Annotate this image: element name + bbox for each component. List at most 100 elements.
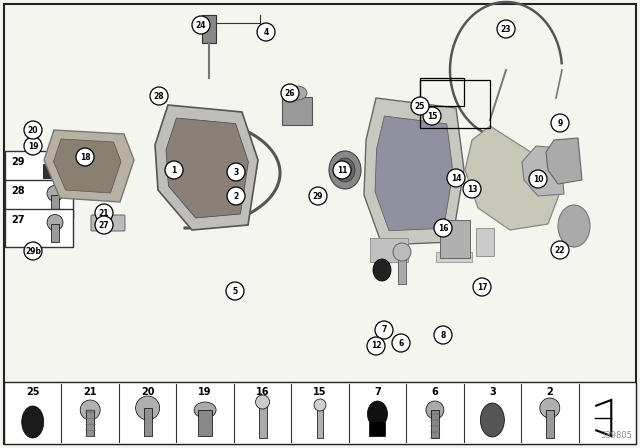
Circle shape (76, 148, 94, 166)
Ellipse shape (481, 403, 504, 437)
Circle shape (434, 219, 452, 237)
Circle shape (375, 321, 393, 339)
Bar (431, 410, 439, 438)
Text: 20: 20 (141, 387, 154, 397)
Bar (259, 402, 266, 438)
Text: 18: 18 (80, 152, 90, 161)
Circle shape (95, 216, 113, 234)
Ellipse shape (558, 205, 590, 247)
Circle shape (150, 87, 168, 105)
Bar (546, 410, 554, 438)
Circle shape (367, 337, 385, 355)
Polygon shape (375, 116, 453, 231)
Circle shape (463, 180, 481, 198)
Circle shape (540, 398, 560, 418)
Polygon shape (546, 138, 582, 184)
Bar (317, 406, 323, 438)
Polygon shape (364, 98, 464, 245)
Polygon shape (465, 126, 560, 230)
Text: 3: 3 (234, 168, 239, 177)
Bar (370, 238, 408, 262)
Bar (202, 15, 216, 43)
Circle shape (95, 204, 113, 222)
Bar (51, 224, 59, 242)
Text: 26: 26 (285, 89, 295, 98)
Ellipse shape (329, 151, 361, 189)
Circle shape (333, 161, 351, 179)
Circle shape (47, 185, 63, 201)
Text: 4: 4 (264, 27, 269, 36)
Text: 7: 7 (374, 387, 381, 397)
Text: 21: 21 (83, 387, 97, 397)
Bar (436, 252, 472, 262)
Polygon shape (54, 139, 121, 193)
Text: 19: 19 (198, 387, 212, 397)
Circle shape (423, 107, 441, 125)
Bar (282, 97, 312, 125)
Circle shape (551, 114, 569, 132)
Text: 5: 5 (232, 287, 237, 296)
Bar (369, 422, 385, 436)
Text: 23: 23 (500, 25, 511, 34)
Text: 15: 15 (313, 387, 327, 397)
Bar (5, 181, 73, 218)
Polygon shape (155, 105, 258, 230)
Circle shape (255, 395, 269, 409)
Circle shape (136, 396, 159, 420)
Text: 28: 28 (11, 186, 24, 196)
Bar (43, 164, 65, 178)
Text: 25: 25 (26, 387, 40, 397)
Text: 29: 29 (313, 191, 323, 201)
Circle shape (411, 97, 429, 115)
FancyBboxPatch shape (91, 215, 125, 231)
Ellipse shape (373, 259, 391, 281)
Circle shape (47, 215, 63, 230)
Circle shape (529, 170, 547, 188)
Ellipse shape (367, 401, 387, 427)
Ellipse shape (287, 86, 307, 100)
Bar (143, 408, 152, 436)
Polygon shape (166, 118, 248, 218)
Circle shape (473, 278, 491, 296)
Bar (198, 410, 212, 436)
Circle shape (257, 23, 275, 41)
Circle shape (551, 241, 569, 259)
Text: 10: 10 (532, 175, 543, 184)
Text: 16: 16 (438, 224, 448, 233)
Text: 6: 6 (431, 387, 438, 397)
Circle shape (80, 400, 100, 420)
Bar (420, 78, 464, 106)
Circle shape (393, 243, 411, 261)
Text: 13: 13 (467, 185, 477, 194)
Text: 24: 24 (196, 21, 206, 30)
Bar (440, 220, 470, 258)
Text: 21: 21 (99, 208, 109, 217)
Polygon shape (44, 130, 134, 202)
Bar (5, 210, 73, 247)
Text: 12: 12 (371, 341, 381, 350)
Bar (4, 382, 636, 444)
Text: 19: 19 (28, 142, 38, 151)
Text: 20: 20 (28, 125, 38, 134)
Text: 8: 8 (440, 331, 445, 340)
Circle shape (226, 282, 244, 300)
Circle shape (227, 163, 245, 181)
Text: 7: 7 (381, 326, 387, 335)
Ellipse shape (335, 158, 355, 182)
Text: 3: 3 (489, 387, 496, 397)
Text: 16: 16 (256, 387, 269, 397)
Circle shape (24, 121, 42, 139)
Text: 28: 28 (154, 91, 164, 100)
Text: 17: 17 (477, 283, 487, 292)
Bar (476, 228, 494, 256)
Bar (398, 254, 406, 284)
Text: 9: 9 (557, 119, 563, 128)
Circle shape (281, 84, 299, 102)
Text: 6: 6 (398, 339, 404, 348)
Circle shape (24, 137, 42, 155)
Bar (51, 195, 59, 213)
Circle shape (314, 399, 326, 411)
Bar (5, 151, 73, 189)
Circle shape (497, 20, 515, 38)
Text: 25: 25 (415, 102, 425, 111)
